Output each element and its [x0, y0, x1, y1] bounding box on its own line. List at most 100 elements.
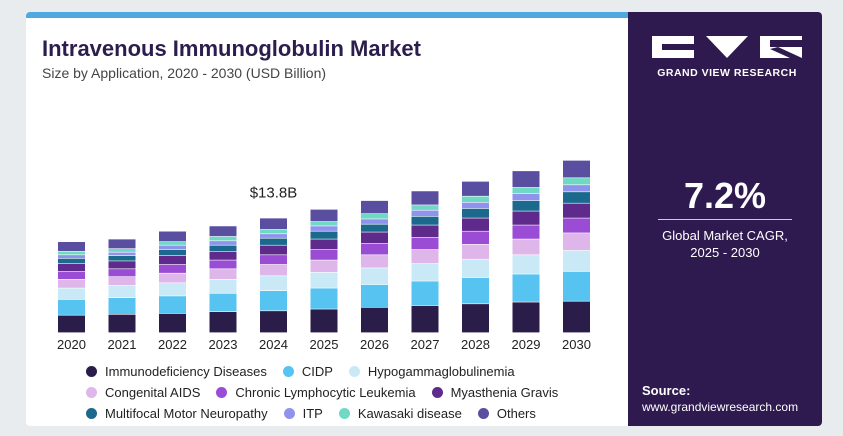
bar-segment — [260, 276, 287, 291]
bar-segment — [209, 226, 237, 237]
cagr-value: 7.2% — [683, 175, 767, 216]
grand-view-research-logo — [652, 36, 802, 58]
bar-segment — [209, 241, 237, 245]
bar-segment — [209, 293, 237, 312]
bar-segment — [159, 249, 186, 256]
bar-segment — [108, 261, 136, 269]
bar-segment — [512, 187, 540, 194]
bar-segment — [512, 239, 540, 255]
bar-segment — [462, 231, 489, 245]
value-callout: $13.8B — [250, 184, 298, 201]
legend-item: Others — [477, 406, 536, 421]
bar-segment — [563, 203, 590, 218]
bar-segment — [563, 271, 590, 301]
source-url-link[interactable]: www.grandviewresearch.com — [642, 400, 799, 414]
bar-segment — [58, 251, 85, 255]
legend-item: Myasthenia Gravis — [431, 385, 559, 400]
bar-segment — [260, 291, 287, 311]
bar-segment — [512, 225, 540, 239]
legend-item: CIDP — [282, 364, 333, 379]
bar-segment — [108, 249, 136, 252]
bar-segment — [159, 264, 186, 273]
bar-segment — [58, 242, 85, 252]
side-panel: GRAND VIEW RESEARCH 7.2% Global Market C… — [628, 12, 822, 426]
legend-swatch — [282, 366, 294, 377]
bar-segment — [411, 191, 439, 205]
bar-segment — [108, 269, 136, 277]
annotations-layer: $13.8B — [250, 184, 298, 201]
bar-segment — [159, 242, 186, 245]
bar-segment — [361, 268, 388, 285]
legend-item: Hypogammaglobulinemia — [348, 364, 515, 379]
legend-item: Multifocal Motor Neuropathy — [86, 406, 268, 421]
legend-label: CIDP — [301, 364, 333, 379]
bar-segment — [159, 245, 186, 250]
legend-swatch — [86, 387, 97, 398]
bar-segment — [58, 271, 85, 280]
bar-segment — [159, 313, 186, 333]
accent-bar — [26, 12, 628, 18]
bar-segment — [310, 239, 338, 250]
bar-segment — [209, 269, 237, 280]
bar-segment — [108, 256, 136, 261]
bar-segment — [310, 226, 338, 231]
cagr-label-line2: 2025 - 2030 — [690, 245, 760, 260]
cagr-label: Global Market CAGR, 2025 - 2030 — [628, 227, 822, 261]
bar-segment — [260, 264, 287, 276]
legend: Immunodeficiency Diseases CIDP Hypogammagl… — [86, 361, 626, 424]
legend-label: Myasthenia Gravis — [450, 385, 559, 400]
x-tick-label: 2025 — [310, 337, 339, 352]
bar-segment — [58, 288, 85, 300]
legend-label: Multifocal Motor Neuropathy — [105, 406, 268, 421]
bar-segment — [310, 209, 338, 222]
bar-segment — [159, 296, 186, 314]
bar-segment — [462, 277, 489, 304]
bar-segment — [563, 218, 590, 233]
bar-segment — [260, 234, 287, 238]
bar-segment — [411, 305, 439, 333]
bar-segment — [310, 260, 338, 273]
bar-segment — [563, 185, 590, 192]
source-label: Source: — [642, 383, 691, 398]
bar-segment — [462, 181, 489, 196]
legend-item: Kawasaki disease — [338, 406, 462, 421]
bar-segment — [411, 205, 439, 210]
legend-label: ITP — [302, 406, 323, 421]
bar-segment — [411, 216, 439, 225]
bar-segment — [462, 304, 489, 333]
bar-segment — [361, 243, 388, 255]
x-tick-label: 2030 — [562, 337, 591, 352]
bar-segment — [563, 250, 590, 272]
bar-segment — [512, 200, 540, 211]
legend-swatch — [431, 387, 443, 398]
bar-segment — [209, 251, 237, 260]
bar-segment — [108, 239, 136, 249]
bar-segment — [512, 211, 540, 225]
x-axis-ticks: 2020 2021 2022 2023 2024 2025 2026 2027 2028 2029… — [57, 337, 591, 352]
chart-subtitle: Size by Application, 2020 - 2030 (USD Bi… — [42, 65, 327, 81]
bar-segment — [58, 279, 85, 288]
legend-swatch — [86, 366, 97, 377]
bar-segment — [563, 160, 590, 178]
bar-segment — [361, 284, 388, 308]
legend-item: Chronic Lymphocytic Leukemia — [216, 385, 416, 400]
bar-segment — [260, 218, 287, 230]
bar-segment — [209, 312, 237, 333]
bar-segment — [58, 263, 85, 272]
legend-label: Chronic Lymphocytic Leukemia — [235, 385, 416, 400]
bar-segment — [361, 255, 388, 268]
bar-segment — [108, 277, 136, 286]
bar-segment — [512, 255, 540, 274]
bar-segment — [108, 314, 136, 333]
legend-label: Kawasaki disease — [357, 406, 462, 421]
bar-segment — [462, 244, 489, 259]
bar-segment — [260, 229, 287, 234]
bar-segment — [411, 249, 439, 264]
legend-row: Congenital AIDS Chronic Lymphocytic Leuke… — [86, 382, 626, 403]
bar-segment — [108, 252, 136, 256]
bar-segment — [310, 231, 338, 239]
legend-swatch — [216, 387, 228, 398]
bar-segment — [58, 255, 85, 259]
bar-segment — [411, 210, 439, 217]
bar-segment — [260, 255, 287, 265]
